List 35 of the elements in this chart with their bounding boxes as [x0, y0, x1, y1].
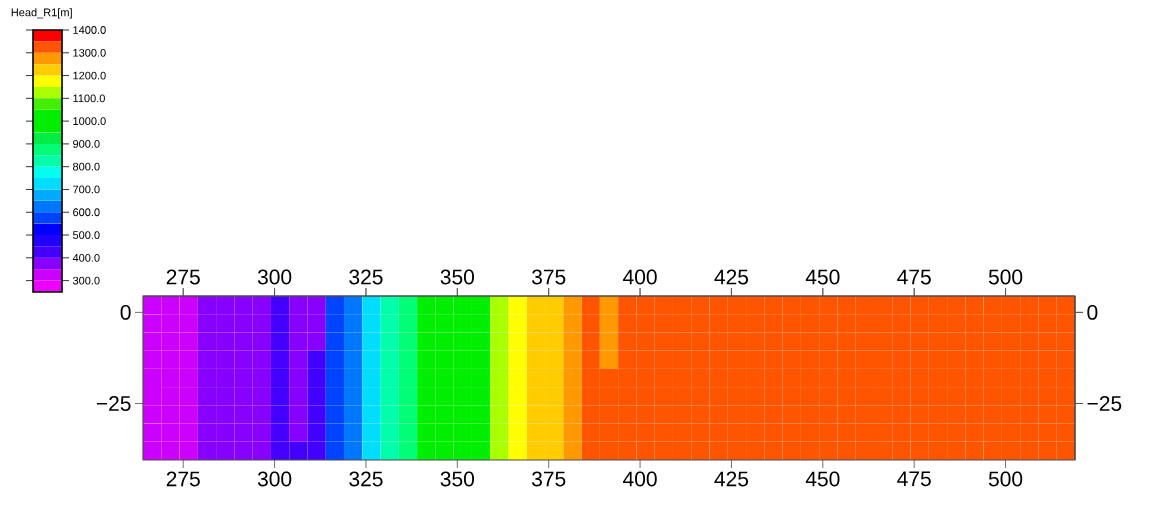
color-bar-label: 400.0	[72, 253, 100, 262]
x-tick-label: 275	[166, 471, 200, 487]
x-tick-label: 300	[257, 471, 292, 487]
color-bar-label: 1400.0	[73, 26, 106, 34]
x-tick-label: 425	[714, 471, 749, 487]
y2-tick-label: −25	[1087, 396, 1122, 411]
x-tick-label: 450	[805, 471, 840, 487]
x2-tick-label: 400	[623, 269, 657, 285]
x-tick-label: 325	[349, 471, 383, 487]
x-tick-label: 350	[440, 471, 475, 487]
color-bar-label: 1100.0	[73, 94, 105, 103]
x2-tick-label: 450	[805, 269, 840, 285]
x2-tick-label: 300	[257, 269, 292, 285]
color-bar-label: 300.0	[72, 276, 100, 285]
x2-tick-label: 275	[166, 269, 200, 285]
x2-tick-label: 325	[349, 269, 383, 285]
color-bar-label: 900.0	[73, 140, 100, 148]
x2-tick-label: 500	[988, 269, 1023, 285]
color-bar-label: 1300.0	[73, 48, 106, 57]
x-tick-label: 500	[988, 471, 1023, 487]
color-bar-label: 700.0	[73, 185, 100, 194]
x-tick-label: 475	[897, 471, 931, 487]
x-tick-label: 400	[623, 471, 657, 487]
color-bar-title: Head_R1[m]	[11, 8, 72, 19]
y2-tick-label: 0	[1087, 304, 1098, 320]
x2-tick-label: 425	[714, 269, 749, 285]
color-bar-label: 1000.0	[73, 117, 106, 126]
x2-tick-label: 375	[531, 269, 566, 285]
x-tick-label: 375	[531, 471, 566, 487]
color-bar-label: 1200.0	[73, 71, 106, 80]
x2-tick-label: 350	[440, 269, 475, 285]
color-bar-label: 500.0	[72, 231, 100, 239]
color-bar-label: 600.0	[73, 208, 100, 217]
x2-tick-label: 475	[897, 269, 931, 285]
color-bar-label: 800.0	[73, 162, 100, 171]
